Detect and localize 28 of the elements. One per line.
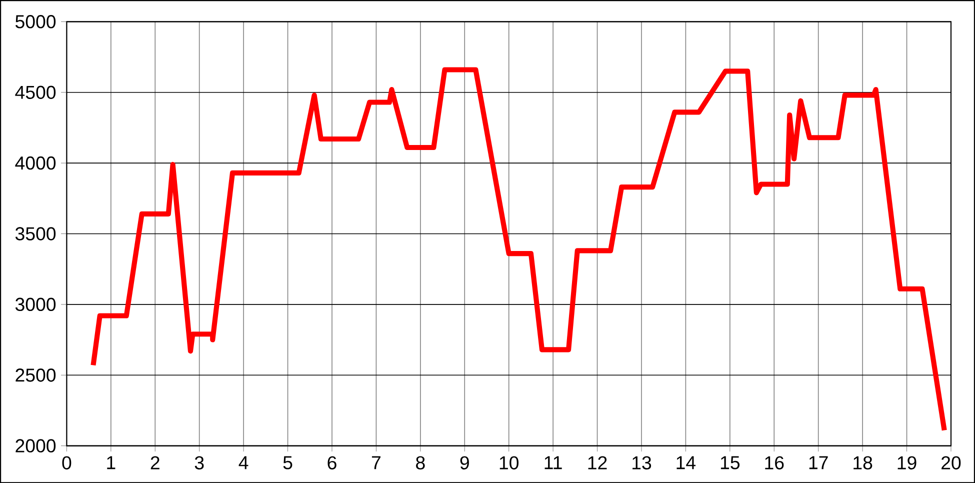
x-tick-label: 1 — [107, 456, 116, 469]
y-tick-label: 4500 — [15, 86, 56, 99]
x-tick-label: 18 — [854, 456, 872, 470]
x-tick-label: 10 — [500, 456, 519, 470]
x-tick-label: 4 — [238, 456, 248, 469]
y-tick-label: 3500 — [15, 227, 56, 240]
x-tick-label: 15 — [720, 456, 740, 470]
x-tick-label: 11 — [544, 456, 562, 469]
x-tick-label: 13 — [632, 456, 652, 470]
x-tick-label: 12 — [588, 456, 607, 470]
x-tick-label: 2 — [150, 456, 160, 470]
x-tick-label: 19 — [898, 456, 916, 470]
x-tick-label: 17 — [809, 456, 828, 469]
y-tick-label: 4000 — [15, 156, 56, 170]
x-tick-label: 14 — [676, 456, 696, 469]
y-tick-label: 3000 — [15, 298, 56, 311]
y-tick-label: 5000 — [16, 14, 56, 28]
x-tick-label: 9 — [460, 456, 469, 470]
x-tick-label: 20 — [942, 456, 961, 470]
x-tick-label: 16 — [765, 456, 784, 470]
x-tick-label: 5 — [283, 456, 292, 470]
y-tick-label: 2000 — [16, 439, 56, 452]
x-tick-label: 7 — [372, 456, 380, 469]
x-tick-label: 6 — [328, 456, 336, 470]
x-tick-label: 0 — [62, 456, 72, 470]
x-tick-label: 8 — [416, 456, 425, 470]
y-tick-label: 2500 — [16, 368, 56, 382]
x-tick-label: 3 — [194, 456, 204, 470]
